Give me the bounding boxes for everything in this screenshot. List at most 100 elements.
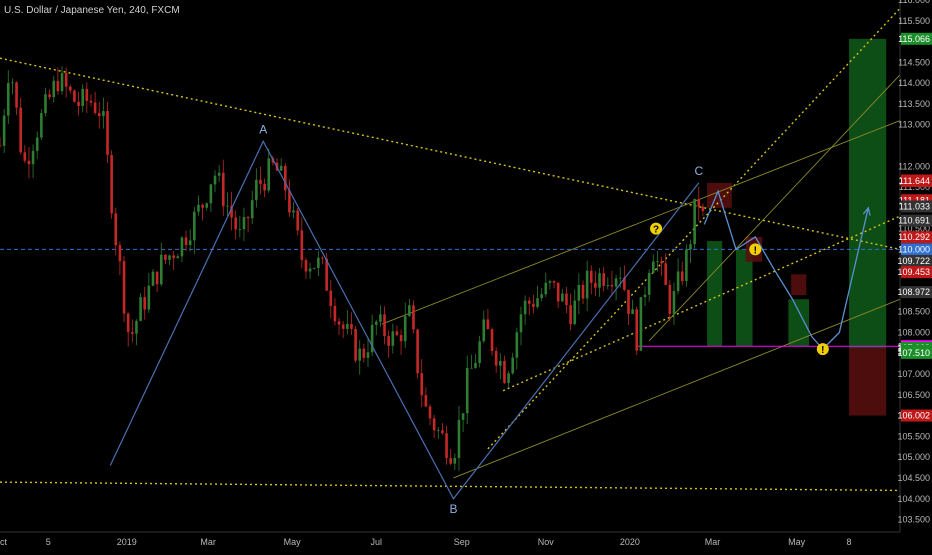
- candle-body: [139, 297, 142, 321]
- candle-body: [209, 184, 213, 204]
- candle-body: [664, 263, 667, 285]
- price-label-badge: [901, 286, 932, 299]
- candle-body: [354, 328, 357, 361]
- price-tick-label: 105.000: [897, 452, 930, 462]
- candle-body: [122, 261, 126, 314]
- time-tick-label: Mar: [200, 537, 216, 547]
- candle-body: [511, 357, 515, 374]
- price-tick-label: 107.000: [897, 369, 930, 379]
- candle-body: [618, 277, 622, 279]
- candle-body: [19, 107, 22, 153]
- price-tick-label: 114.000: [898, 78, 930, 88]
- price-label-text: 107.510: [897, 348, 930, 358]
- marker-label: ?: [653, 225, 659, 236]
- time-tick-label: May: [788, 537, 806, 547]
- price-tick-label: 105.500: [897, 431, 930, 441]
- candle-body: [701, 206, 705, 212]
- channel-line: [648, 74, 901, 342]
- candle-body: [180, 237, 184, 257]
- candle-body: [569, 305, 572, 325]
- time-tick-label: Oct: [0, 537, 7, 547]
- candle-body: [11, 82, 14, 84]
- candle-body: [651, 261, 655, 273]
- candle-body: [379, 314, 382, 322]
- candle-body: [387, 336, 390, 346]
- marker-label: !: [754, 245, 757, 256]
- price-tick-label: 108.000: [897, 328, 930, 338]
- candle-body: [234, 217, 237, 230]
- price-tick-label: 103.500: [897, 515, 930, 525]
- price-axis[interactable]: 116.000 115.500 114.500 114.000 113.500 113.0…: [897, 0, 932, 550]
- chart-title: U.S. Dollar / Japanese Yen, 240, FXCM: [4, 5, 180, 16]
- candle-body: [102, 111, 105, 117]
- candle-body: [337, 321, 341, 325]
- price-tick-label: 104.000: [897, 494, 930, 504]
- candle-body: [321, 257, 324, 259]
- candle-body: [544, 282, 548, 295]
- dotted-trendline: [0, 481, 901, 492]
- price-label-text: 106.002: [897, 411, 930, 421]
- candle-body: [614, 278, 618, 287]
- candle-body: [432, 418, 436, 431]
- candle-body: [408, 305, 411, 316]
- candle-body: [184, 237, 188, 245]
- candle-body: [647, 272, 651, 295]
- price-label-badge: [901, 214, 932, 227]
- candle-body: [532, 303, 535, 308]
- price-tick-label: 106.500: [897, 390, 930, 400]
- candles: [0, 66, 705, 471]
- long-position-zone: [849, 38, 887, 349]
- candle-body: [143, 297, 147, 310]
- price-tick-label: 114.500: [898, 57, 930, 67]
- candle-body: [213, 175, 217, 185]
- candle-body: [89, 100, 93, 103]
- candle-body: [643, 294, 647, 298]
- marker-circle: [816, 343, 829, 356]
- price-tick-label: 104.500: [897, 473, 930, 483]
- candle-body: [536, 298, 539, 308]
- candle-body: [325, 258, 328, 291]
- long-position-zone: [788, 299, 810, 347]
- candle-body: [416, 329, 419, 374]
- time-tick-label: 8: [846, 537, 851, 547]
- price-label-text: 109.722: [897, 256, 930, 266]
- price-label-badge: [901, 231, 932, 244]
- candle-body: [250, 200, 254, 219]
- candle-body: [374, 321, 378, 325]
- candle-body: [40, 113, 43, 138]
- candle-body: [110, 154, 113, 214]
- time-axis[interactable]: Oct 5 2019 Mar May Jul Sep Nov 2020 Mar May 8: [0, 531, 900, 547]
- candle-body: [494, 350, 498, 366]
- price-label-text: 108.972: [897, 287, 930, 297]
- candle-body: [470, 367, 473, 369]
- candle-body: [193, 211, 196, 241]
- candle-body: [499, 360, 502, 366]
- candle-body: [317, 257, 320, 268]
- candle-body: [205, 203, 209, 208]
- candle-body: [304, 260, 308, 272]
- candle-body: [631, 309, 634, 315]
- candle-body: [594, 282, 597, 288]
- candle-body: [395, 331, 399, 336]
- price-label-text: 111.181: [899, 195, 930, 205]
- candle-body: [93, 102, 97, 113]
- candle-body: [577, 284, 581, 301]
- marker-label: !: [821, 345, 824, 356]
- candle-body: [610, 284, 614, 287]
- price-tick-label: 108.500: [897, 307, 930, 317]
- candle-body: [159, 254, 163, 285]
- wave-abc-line: [109, 139, 700, 500]
- dotted-trendline: [502, 215, 901, 392]
- candle-body: [598, 273, 601, 288]
- candle-body: [242, 216, 246, 230]
- candle-body: [176, 256, 180, 259]
- time-tick-label: May: [284, 537, 302, 547]
- candle-body: [445, 433, 448, 459]
- candle-body: [81, 88, 84, 106]
- candle-body: [461, 413, 465, 420]
- projection-arrowhead: [862, 206, 871, 216]
- price-label-badge: [901, 266, 932, 279]
- candle-body: [118, 245, 122, 262]
